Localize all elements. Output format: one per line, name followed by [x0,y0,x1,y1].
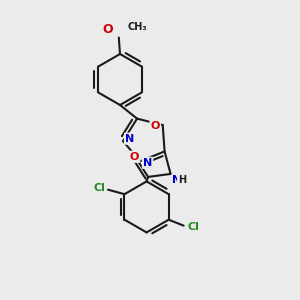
Text: O: O [151,121,160,130]
Text: O: O [130,152,139,162]
Text: Cl: Cl [187,222,199,232]
Text: O: O [103,23,113,36]
Text: N: N [172,176,181,185]
Text: CH₃: CH₃ [127,22,147,32]
Text: N: N [125,134,134,144]
Text: N: N [143,158,152,168]
Text: H: H [178,176,186,185]
Text: Cl: Cl [93,183,105,193]
